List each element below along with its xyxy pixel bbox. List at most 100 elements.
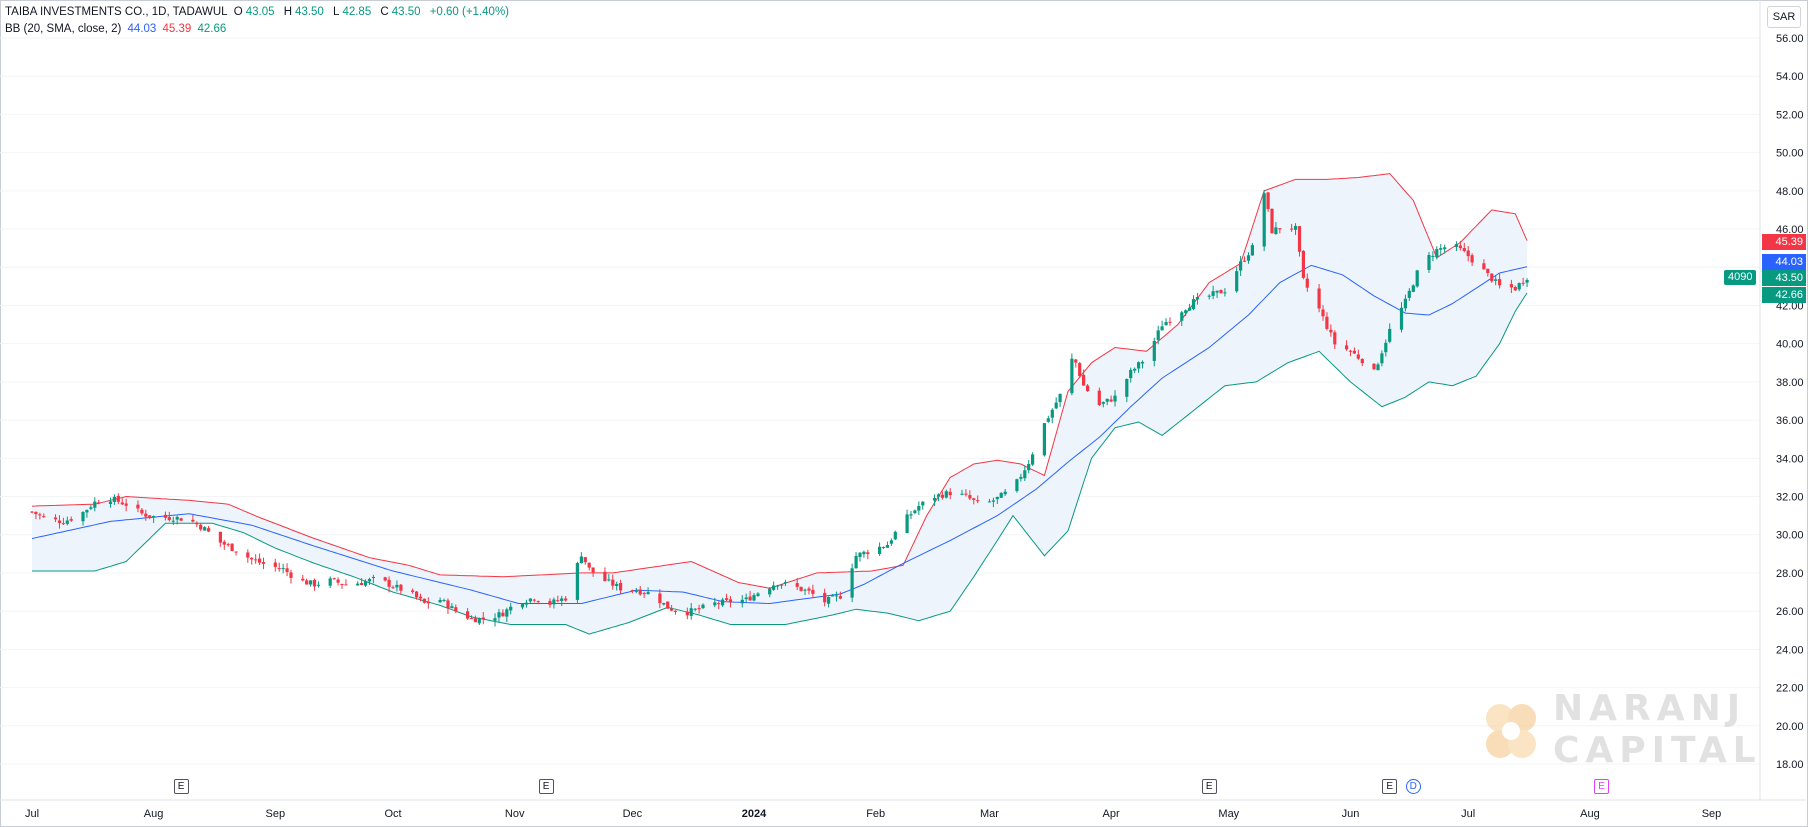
candle-body [1191, 299, 1196, 310]
candle-body [1458, 245, 1462, 249]
candle-body [811, 589, 815, 594]
candle-body [391, 587, 395, 589]
candle-body [1462, 248, 1466, 251]
candle-body [336, 579, 340, 583]
price-tick-label: 28.00 [1776, 568, 1804, 580]
low-number: 42.85 [342, 6, 372, 18]
symbol-title[interactable]: TAIBA INVESTMENTS CO., 1D, TADAWUL [5, 6, 228, 18]
price-tick-label: 48.00 [1776, 186, 1804, 198]
high-label: H [283, 6, 293, 18]
candle-body [1031, 454, 1035, 465]
candle-body [411, 590, 415, 592]
candle-body [1050, 409, 1054, 418]
candle-body [1246, 255, 1251, 261]
candle-body [756, 593, 760, 596]
candle-body [858, 552, 862, 557]
bollinger-title[interactable]: BB (20, SMA, close, 2) [5, 23, 122, 35]
low-label: L [333, 6, 340, 18]
candle-body [108, 501, 113, 504]
candle-body [885, 545, 889, 548]
high-number: 43.50 [295, 6, 324, 18]
earnings-marker[interactable]: E [538, 779, 554, 794]
candle-body [721, 599, 725, 606]
currency-button[interactable]: SAR [1767, 6, 1801, 28]
grid-layer [0, 37, 1760, 765]
candle-body [1137, 362, 1141, 369]
candle-body [905, 514, 909, 533]
candle-body [1215, 290, 1219, 293]
earnings-marker[interactable]: E [1201, 779, 1217, 794]
time-tick-label: Aug [1580, 808, 1600, 820]
candle-body [1042, 423, 1046, 456]
candle-body [167, 517, 171, 521]
candle-body [383, 577, 387, 581]
candle-body [1133, 368, 1137, 371]
candle-body [1156, 330, 1160, 340]
candle-body [995, 496, 999, 500]
watermark-line1: NARANJ [1553, 688, 1747, 729]
candle-body [728, 599, 733, 603]
time-tick-label: Nov [505, 808, 525, 820]
candle-body [481, 617, 485, 620]
candle-body [277, 568, 281, 570]
price-tick-label: 52.00 [1776, 109, 1804, 121]
candle-body [634, 590, 638, 592]
candle-body [862, 551, 866, 555]
bollinger-basis-value: 44.03 [127, 23, 157, 35]
candle-body [744, 597, 748, 600]
candle-body [673, 610, 678, 612]
candle-body [140, 509, 144, 514]
candle-body [689, 608, 693, 616]
candle-body [148, 515, 152, 518]
candle-body [1082, 374, 1086, 386]
candle-body [1399, 307, 1404, 330]
candle-body [234, 551, 238, 553]
candle-body [1152, 341, 1156, 361]
price-axis[interactable]: 56.0054.0052.0050.0048.0046.0044.0042.00… [1776, 33, 1804, 771]
close-number: 43.50 [391, 6, 421, 18]
candle-body [1352, 350, 1356, 354]
candle-body [438, 600, 442, 603]
candle-body [1482, 263, 1486, 270]
bollinger-upper-value: 45.39 [162, 23, 192, 35]
candle-body [57, 520, 62, 523]
candle-body [701, 604, 705, 609]
candle-body [1274, 227, 1278, 234]
candle-body [999, 492, 1003, 498]
candle-body [426, 601, 430, 604]
candle-body [38, 514, 42, 516]
candle-body [418, 596, 423, 599]
candle-body [552, 599, 556, 605]
price-tick-label: 34.00 [1776, 453, 1804, 465]
candle-body [85, 509, 89, 513]
candle-body [827, 597, 831, 604]
candle-body [42, 516, 46, 518]
candle-body [693, 608, 697, 610]
dividend-marker[interactable]: D [1405, 779, 1421, 794]
candle-body [1266, 192, 1270, 210]
candle-body [717, 603, 721, 605]
candle-body [1242, 260, 1247, 262]
earnings-marker[interactable]: E [173, 779, 189, 794]
candle-body [136, 504, 140, 509]
earnings-marker[interactable]: E [1594, 779, 1610, 794]
candle-body [913, 510, 917, 514]
earnings-marker[interactable]: E [1382, 779, 1398, 794]
candle-body [1219, 290, 1223, 294]
candle-body [112, 496, 116, 502]
price-tick-label: 38.00 [1776, 377, 1804, 389]
candle-body [1525, 280, 1529, 283]
candle-body [524, 602, 528, 605]
candle-body [1058, 393, 1062, 403]
change-value: +0.60 (+1.40%) [429, 6, 509, 18]
candle-body [97, 502, 101, 504]
candle-body [748, 596, 752, 601]
candle-body [866, 552, 870, 554]
candle-body [1517, 283, 1521, 290]
candle-body [258, 558, 262, 563]
candle-body [124, 503, 128, 506]
time-axis[interactable]: Jul Aug Sep Oct Nov Dec 2024 Feb Mar Apr May Jun Jul… [25, 808, 1721, 820]
candle-body [1321, 309, 1325, 317]
bollinger-upper-line [31, 173, 1528, 589]
